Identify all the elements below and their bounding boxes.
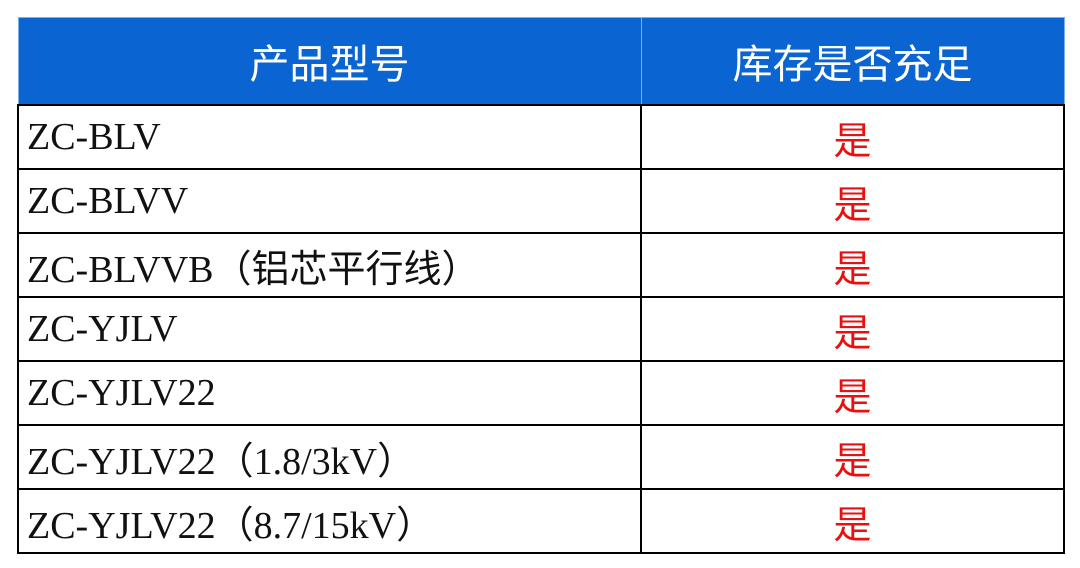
table-row: ZC-YJLV 是	[17, 296, 1065, 362]
in-stock-cell: 是	[640, 168, 1065, 234]
model-cell: ZC-YJLV22（1.8/3kV）	[17, 424, 642, 490]
model-cell: ZC-YJLV22（8.7/15kV）	[17, 488, 642, 554]
table-row: ZC-YJLV22 是	[17, 360, 1065, 426]
header-model: 产品型号	[17, 17, 642, 106]
model-cell: ZC-YJLV	[17, 296, 642, 362]
model-cell: ZC-YJLV22	[17, 360, 642, 426]
in-stock-cell: 是	[640, 424, 1065, 490]
in-stock-cell: 是	[640, 232, 1065, 298]
in-stock-cell: 是	[640, 360, 1065, 426]
model-cell: ZC-BLVV	[17, 168, 642, 234]
model-cell: ZC-BLVVB（铝芯平行线）	[17, 232, 642, 298]
table-row: ZC-BLV 是	[17, 104, 1065, 170]
table-row: ZC-BLVV 是	[17, 168, 1065, 234]
in-stock-cell: 是	[640, 296, 1065, 362]
header-row: 产品型号 库存是否充足	[17, 17, 1065, 106]
in-stock-cell: 是	[640, 104, 1065, 170]
model-cell: ZC-BLV	[17, 104, 642, 170]
in-stock-cell: 是	[640, 488, 1065, 554]
stock-table: 产品型号 库存是否充足 ZC-BLV 是 ZC-BLVV 是 ZC-BLVVB（铝芯…	[17, 17, 1065, 554]
header-in-stock: 库存是否充足	[640, 17, 1065, 106]
table-row: ZC-YJLV22（8.7/15kV）是	[17, 488, 1065, 554]
table-row: ZC-BLVVB（铝芯平行线）是	[17, 232, 1065, 298]
table-row: ZC-YJLV22（1.8/3kV）是	[17, 424, 1065, 490]
